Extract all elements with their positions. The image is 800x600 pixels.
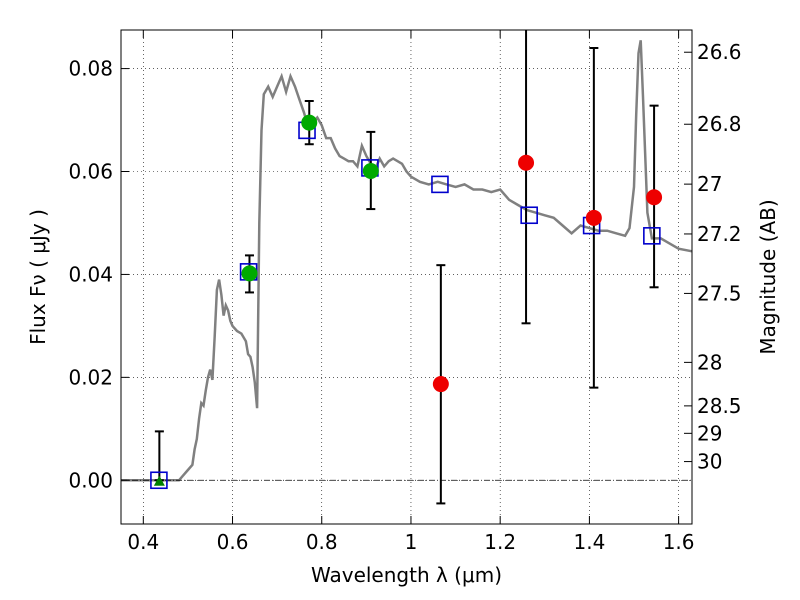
- x-tick-label: 0.6: [217, 530, 249, 554]
- sed-model-curve: [121, 40, 693, 482]
- model-square-marker: [431, 175, 449, 194]
- right-tick-label: 30: [697, 450, 722, 474]
- y-tick-label: 0.00: [68, 468, 113, 492]
- model-square-marker: [150, 471, 168, 490]
- y-tick-label: 0.04: [68, 262, 113, 286]
- detection-marker: [241, 265, 258, 282]
- right-tick-label: 28: [697, 350, 722, 374]
- model-square-marker: [520, 206, 538, 225]
- x-tick-label: 1: [405, 530, 418, 554]
- axis-ticks: 0.4 0.6 0.8 1 1.2 1.4 1.6 0.00 0.02 0.04 0.06 0.08 2…: [68, 30, 742, 554]
- grid-lines: [121, 30, 692, 524]
- low-sn-marker: [432, 376, 449, 393]
- x-axis-label: Wavelength λ (μm): [311, 563, 502, 587]
- x-tick-label: 0.4: [127, 530, 159, 554]
- right-tick-label: 29: [697, 421, 722, 445]
- low-sn-marker: [646, 189, 663, 206]
- x-tick-label: 0.8: [306, 530, 338, 554]
- x-tick-label: 1.2: [484, 530, 516, 554]
- y-tick-label: 0.08: [68, 57, 113, 81]
- y-tick-label: 0.06: [68, 160, 113, 184]
- right-tick-label: 26.8: [697, 112, 742, 136]
- right-tick-label: 26.6: [697, 40, 742, 64]
- right-tick-label: 27: [697, 172, 722, 196]
- x-tick-label: 1.4: [573, 530, 605, 554]
- right-tick-label: 27.2: [697, 222, 742, 246]
- y-axis-label: Flux Fν ( μJy ): [26, 209, 50, 345]
- y-tick-label: 0.02: [68, 365, 113, 389]
- right-axis-label: Magnitude (AB): [756, 199, 780, 354]
- model-square-marker: [643, 227, 661, 245]
- right-tick-label: 27.5: [697, 281, 742, 305]
- upper-limit-marker: [153, 475, 165, 486]
- error-bars: [154, 30, 659, 505]
- low-sn-marker: [585, 209, 602, 226]
- detection-marker: [362, 162, 379, 179]
- right-tick-label: 28.5: [697, 394, 742, 418]
- detection-marker: [301, 114, 318, 131]
- x-tick-label: 1.6: [663, 530, 695, 554]
- data-markers: [150, 114, 663, 490]
- low-sn-marker: [518, 154, 535, 171]
- plot-frame: [120, 29, 693, 525]
